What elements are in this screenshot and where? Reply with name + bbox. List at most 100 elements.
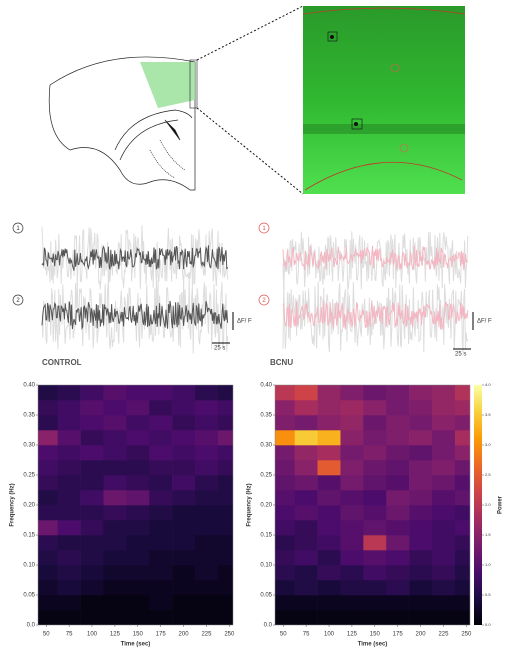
cell — [218, 595, 241, 610]
cell-number: 2 — [262, 298, 266, 304]
cell — [295, 430, 318, 445]
y-axis-label: Frequency (Hz) — [247, 483, 253, 526]
cell — [172, 580, 195, 595]
cell — [409, 385, 432, 400]
cell — [386, 400, 409, 415]
y-tick-label: 0.35 — [23, 413, 35, 419]
x-tick-label: 200 — [416, 632, 427, 638]
cell — [35, 475, 58, 490]
cell — [386, 580, 409, 595]
cell — [295, 535, 318, 550]
cell — [363, 595, 386, 610]
cell — [149, 580, 172, 595]
cell — [218, 430, 241, 445]
y-tick-label: 0.15 — [260, 533, 272, 539]
cell — [363, 385, 386, 400]
cell — [386, 385, 409, 400]
heatmap — [272, 385, 478, 625]
cell — [386, 460, 409, 475]
cell — [172, 610, 195, 625]
x-tick-label: 75 — [66, 632, 73, 638]
cell — [35, 565, 58, 580]
cell — [295, 460, 318, 475]
cell — [409, 490, 432, 505]
cell — [126, 490, 149, 505]
x-axis-label: Time (sec) — [358, 642, 388, 648]
cell — [58, 385, 81, 400]
cell — [149, 385, 172, 400]
colorbar-tick-label: 2.5 — [485, 472, 491, 477]
cell — [409, 505, 432, 520]
cell — [340, 595, 363, 610]
cell — [386, 475, 409, 490]
cell — [363, 400, 386, 415]
heatmap — [35, 385, 241, 625]
scale-y: ΔF/ F — [237, 319, 252, 325]
cell — [103, 430, 126, 445]
x-tick-label: 100 — [324, 632, 335, 638]
cell — [432, 430, 455, 445]
cell — [149, 415, 172, 430]
cell — [409, 475, 432, 490]
cell — [126, 580, 149, 595]
cell — [386, 535, 409, 550]
cell — [386, 610, 409, 625]
cell — [432, 565, 455, 580]
cell — [195, 415, 218, 430]
cell — [432, 445, 455, 460]
cell — [295, 385, 318, 400]
scale-x: 25 s — [455, 352, 466, 358]
cell — [195, 520, 218, 535]
y-tick-label: 0.10 — [23, 563, 35, 569]
cell — [363, 610, 386, 625]
cell — [35, 415, 58, 430]
cell — [363, 565, 386, 580]
cell — [218, 400, 241, 415]
cell — [354, 122, 358, 126]
cell — [35, 535, 58, 550]
cell — [409, 520, 432, 535]
y-tick-label: 0.20 — [260, 503, 272, 509]
cell — [81, 430, 104, 445]
cell — [81, 490, 104, 505]
cell — [172, 535, 195, 550]
cell — [386, 415, 409, 430]
cell — [340, 445, 363, 460]
cell — [149, 400, 172, 415]
cell — [363, 535, 386, 550]
cell — [295, 550, 318, 565]
cell — [340, 520, 363, 535]
cell — [195, 385, 218, 400]
scale-x: 25 s — [214, 346, 225, 352]
cell — [318, 580, 341, 595]
group-label: BCNU — [270, 358, 293, 367]
spectrograms: 0.00.050.100.150.200.250.300.350.4050751… — [10, 382, 504, 648]
cell — [340, 415, 363, 430]
cell — [81, 505, 104, 520]
x-tick-label: 125 — [110, 632, 121, 638]
cell — [172, 565, 195, 580]
cell — [318, 460, 341, 475]
cell — [126, 385, 149, 400]
cell — [340, 505, 363, 520]
colorbar-tick-label: 1.5 — [485, 532, 491, 537]
cell — [272, 430, 295, 445]
cell — [103, 505, 126, 520]
x-tick-label: 175 — [156, 632, 167, 638]
cell — [318, 490, 341, 505]
cell — [432, 415, 455, 430]
cell — [295, 415, 318, 430]
cell — [318, 505, 341, 520]
cell — [272, 475, 295, 490]
cell — [103, 580, 126, 595]
cell — [149, 610, 172, 625]
cell — [272, 460, 295, 475]
cell — [195, 580, 218, 595]
imaging-window — [140, 62, 195, 108]
cell — [126, 475, 149, 490]
cell — [35, 595, 58, 610]
cell — [103, 460, 126, 475]
cell — [432, 385, 455, 400]
cell — [295, 565, 318, 580]
cell — [318, 610, 341, 625]
